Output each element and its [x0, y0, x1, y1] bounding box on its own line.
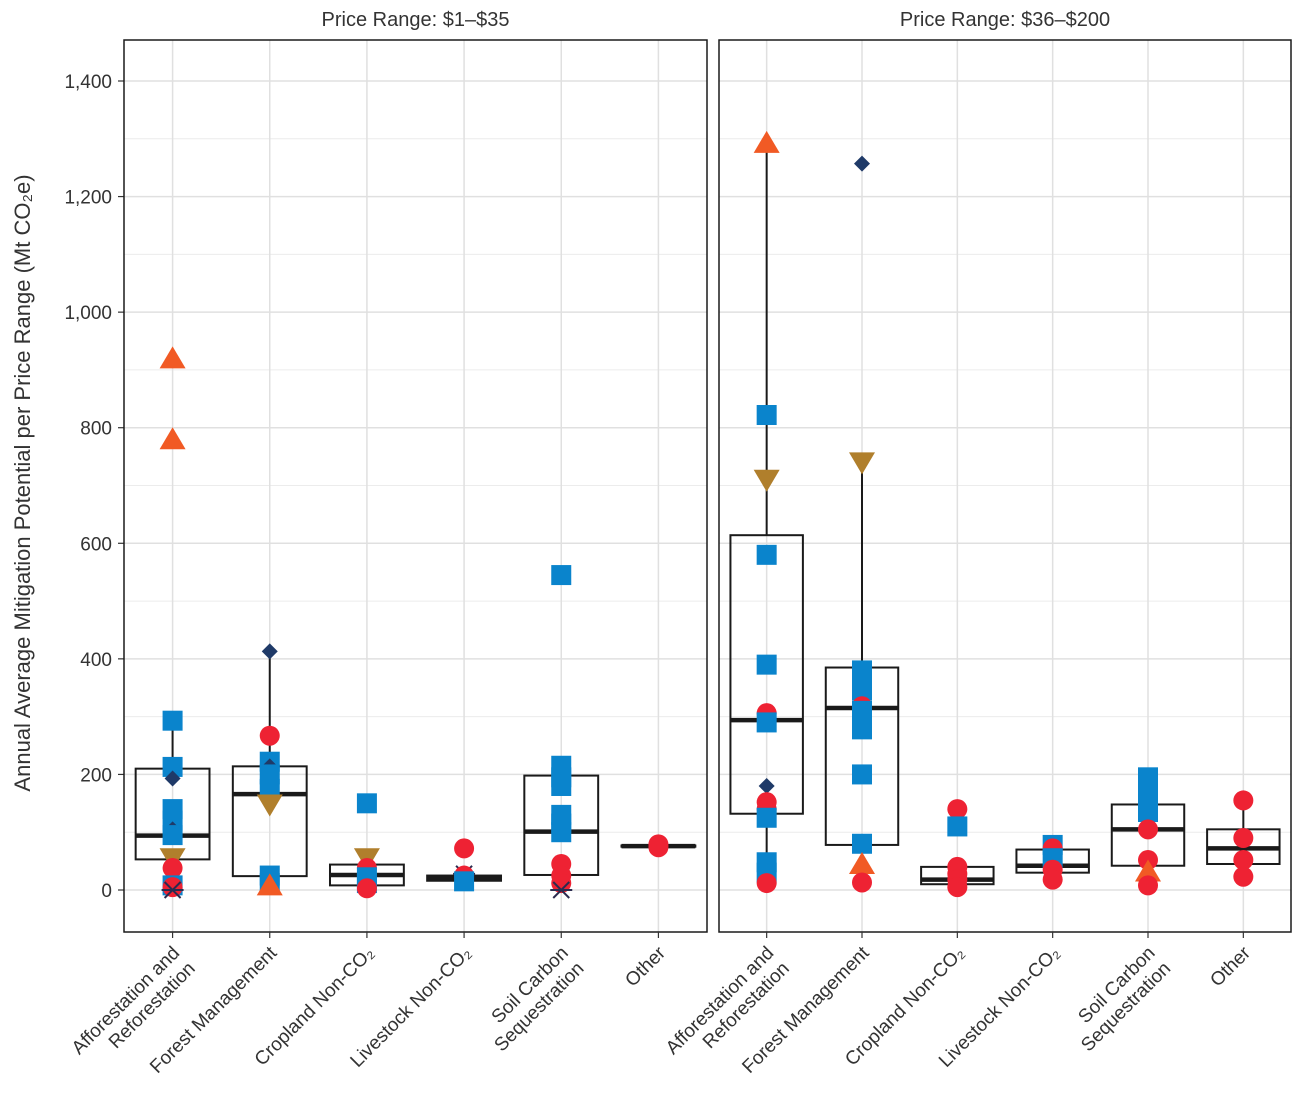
panel-border: [718, 39, 1292, 933]
points-2: [256, 643, 283, 896]
data-point-circle: [947, 799, 968, 820]
panel-title: Price Range: $36–$200: [900, 9, 1110, 31]
data-point-square: [356, 793, 377, 814]
x-tick-label: Soil CarbonSequestration: [1062, 943, 1175, 1056]
data-point-triangle-up: [1135, 859, 1161, 882]
data-point-circle: [852, 872, 872, 893]
data-point-triangle-up: [159, 427, 186, 450]
data-point-circle: [162, 858, 183, 879]
data-point-circle: [1138, 875, 1158, 896]
data-point-circle: [259, 725, 280, 746]
data-point-circle: [1233, 866, 1254, 887]
data-point-circle: [756, 873, 777, 894]
data-point-circle: [356, 878, 377, 899]
points-6: [1233, 790, 1254, 887]
y-tick-label: 800: [80, 419, 112, 440]
data-point-square: [852, 833, 872, 854]
data-point-circle: [454, 838, 475, 859]
data-point-square: [756, 544, 777, 565]
data-point-triangle-up: [849, 851, 875, 874]
y-tick-label: 1,400: [64, 72, 112, 93]
y-tick-label: 400: [80, 650, 112, 671]
y-tick-label: 200: [80, 765, 112, 786]
data-point-triangle-up: [256, 873, 283, 896]
data-point-square: [852, 700, 872, 721]
data-point-square: [947, 816, 968, 837]
points-4: [453, 838, 476, 892]
data-point-square: [551, 565, 572, 586]
data-point-square: [852, 680, 872, 701]
data-point-square: [756, 405, 777, 426]
y-tick-label: 0: [101, 881, 112, 902]
data-point-square: [756, 807, 777, 828]
data-point-circle: [1233, 849, 1254, 870]
data-point-circle: [1233, 790, 1254, 811]
data-point-square: [551, 775, 572, 796]
points-4: [1042, 834, 1063, 890]
data-point-triangle-up: [753, 130, 780, 153]
points-5: [1135, 767, 1161, 896]
data-point-circle: [162, 877, 183, 898]
y-axis-title-group: Annual Average Mitigation Potential per …: [10, 174, 35, 791]
points-5: [550, 565, 573, 899]
points-3: [947, 799, 968, 898]
points-2: [849, 155, 875, 893]
points-6: [648, 834, 669, 858]
y-tick-label: 1,000: [64, 303, 112, 324]
data-point-asterisk: [550, 881, 573, 899]
x-tick-label: Other: [1206, 942, 1255, 991]
data-point-circle: [551, 873, 572, 894]
data-point-triangle-down: [849, 452, 875, 475]
panel-border: [123, 39, 708, 933]
data-point-triangle-down: [256, 794, 283, 817]
data-point-square: [1138, 801, 1158, 822]
y-tick-labels: 0 200 400 600 800 1,000 1,200 1,400: [64, 72, 124, 902]
panel-title: Price Range: $1–$35: [322, 9, 510, 31]
data-point-diamond: [261, 643, 278, 660]
x-tick-label: Other: [621, 942, 670, 991]
y-tick-label: 600: [80, 534, 112, 555]
points-3: [353, 793, 380, 899]
data-point-square: [162, 710, 183, 731]
data-point-diamond: [164, 770, 181, 787]
data-point-diamond: [758, 777, 775, 794]
y-tick-label: 1,200: [64, 188, 112, 209]
data-point-circle: [1138, 819, 1158, 840]
data-point-triangle-up: [159, 346, 186, 369]
points-1: [753, 130, 780, 894]
data-point-square: [756, 712, 777, 733]
data-point-square: [162, 756, 183, 777]
data-point-triangle-down: [753, 469, 780, 492]
data-point-diamond: [854, 155, 870, 172]
data-point-square: [852, 719, 872, 740]
data-point-asterisk: [161, 881, 184, 899]
data-point-circle: [1233, 827, 1254, 848]
data-point-square: [551, 822, 572, 843]
data-point-square: [454, 871, 475, 892]
data-point-circle: [648, 837, 669, 858]
data-point-circle: [1042, 869, 1063, 890]
data-point-square: [756, 654, 777, 675]
data-point-square: [259, 778, 280, 799]
data-point-square: [852, 764, 872, 785]
y-axis-title: Annual Average Mitigation Potential per …: [10, 174, 35, 791]
data-point-square: [162, 825, 183, 846]
points-1: [159, 346, 186, 899]
x-tick-label: Soil CarbonSequestration: [475, 943, 588, 1056]
data-point-circle: [947, 877, 968, 898]
